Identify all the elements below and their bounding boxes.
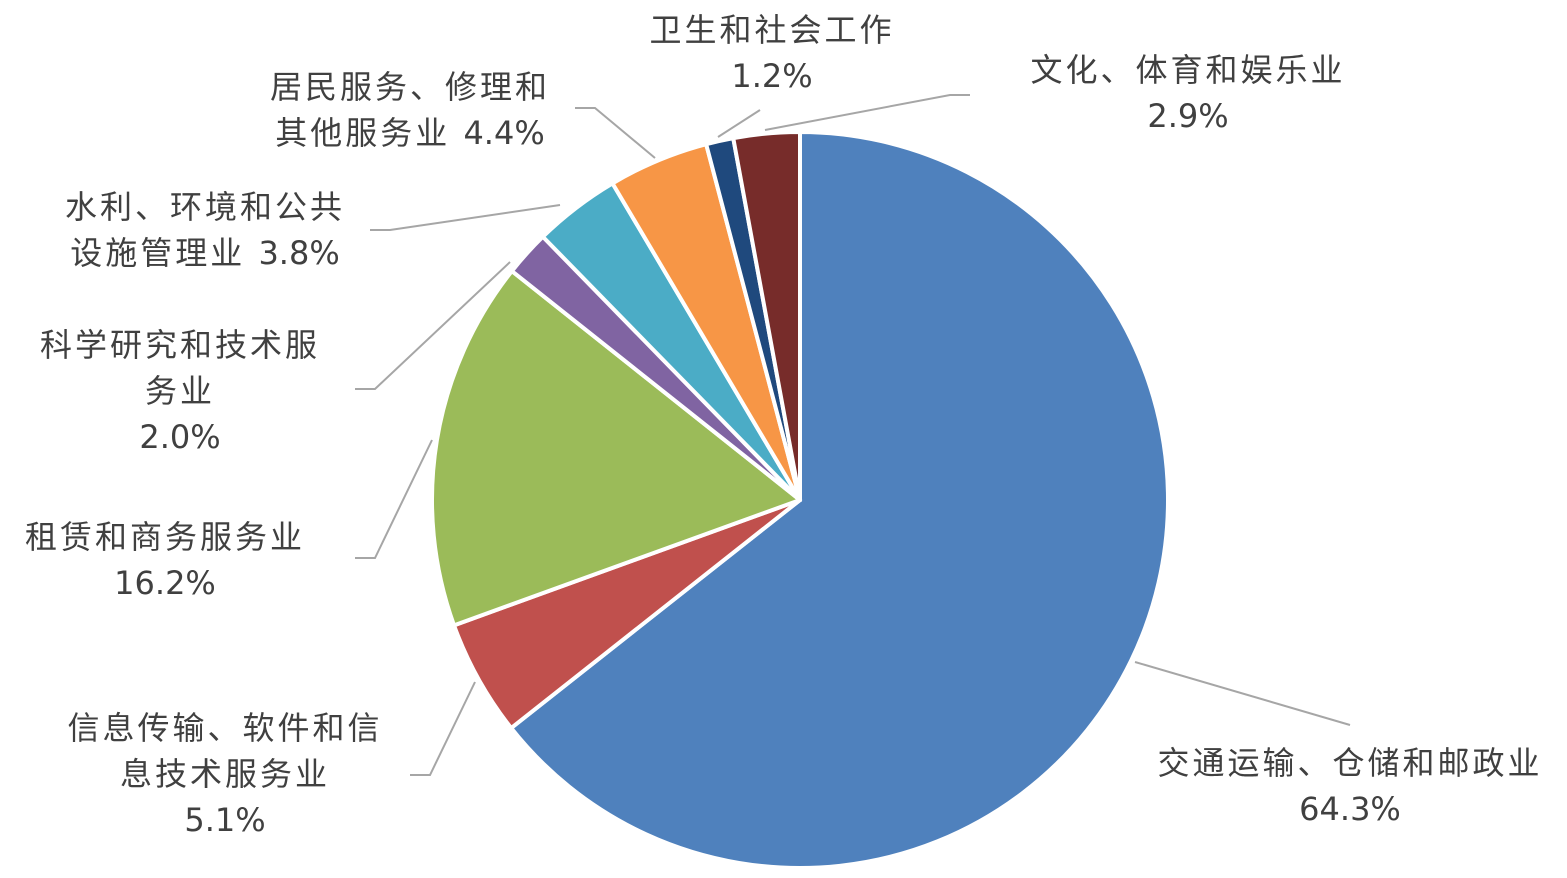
category-name: 卫生和社会工作: [649, 11, 895, 49]
pie-slice: [731, 130, 802, 502]
leader-line: [764, 94, 970, 131]
value-label: 3.8%: [258, 234, 340, 272]
value-label: 2.9%: [1147, 97, 1229, 135]
slice-label: 卫生和社会工作 1.2%: [644, 7, 901, 99]
value-label: 64.3%: [1299, 790, 1401, 828]
slice-label: 水利、环境和公共设施管理业 3.8%: [59, 184, 351, 276]
category-name: 水利、环境和公共设施管理业: [64, 188, 345, 272]
leader-line: [355, 261, 511, 390]
category-name: 居民服务、修理和其他服务业: [269, 68, 550, 152]
slice-label: 文化、体育和娱乐业 2.9%: [1025, 47, 1352, 139]
leader-line: [355, 439, 433, 559]
leader-line: [1134, 661, 1351, 726]
leader-line: [717, 109, 761, 138]
value-label: 2.0%: [139, 418, 221, 456]
category-name: 文化、体育和娱乐业: [1030, 51, 1346, 89]
category-name: 交通运输、仓储和邮政业: [1157, 744, 1543, 782]
leader-line: [575, 107, 656, 159]
value-label: 4.4%: [463, 114, 545, 152]
leader-line: [410, 681, 476, 776]
value-label: 16.2%: [114, 564, 216, 602]
slice-label: 居民服务、修理和其他服务业 4.4%: [264, 64, 556, 156]
slice-label: 科学研究和技术服务业 2.0%: [34, 322, 326, 460]
pie-slice: [430, 269, 802, 628]
slice-label: 租赁和商务服务业 16.2%: [19, 514, 311, 606]
pie-slice: [509, 130, 1170, 870]
slice-label: 交通运输、仓储和邮政业 64.3%: [1134, 740, 1566, 832]
category-name: 科学研究和技术服务业: [39, 326, 320, 410]
leader-line: [370, 204, 561, 231]
category-name: 信息传输、软件和信息技术服务业: [67, 709, 383, 793]
slice-label: 信息传输、软件和信息技术服务业 5.1%: [62, 705, 389, 843]
category-name: 租赁和商务服务业: [24, 518, 305, 556]
value-label: 5.1%: [184, 801, 266, 839]
value-label: 1.2%: [731, 57, 813, 95]
